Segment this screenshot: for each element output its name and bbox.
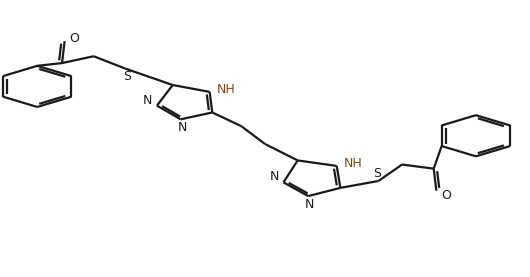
Text: N: N: [143, 94, 152, 107]
Text: O: O: [69, 32, 79, 45]
Text: N: N: [178, 121, 187, 134]
Text: S: S: [123, 70, 131, 83]
Text: S: S: [373, 167, 381, 180]
Text: O: O: [441, 189, 451, 202]
Text: NH: NH: [344, 157, 363, 170]
Text: N: N: [269, 170, 279, 183]
Text: NH: NH: [217, 83, 236, 96]
Text: N: N: [305, 198, 314, 211]
